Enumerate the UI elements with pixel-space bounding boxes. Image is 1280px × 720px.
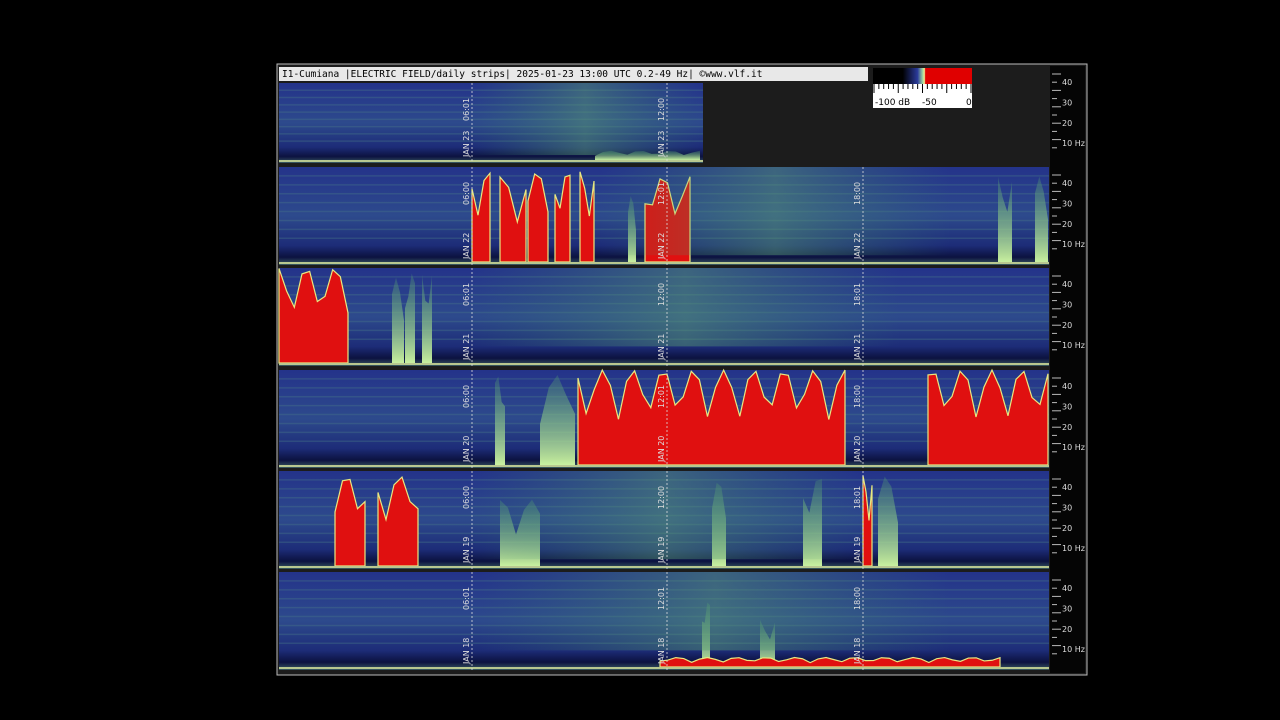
axis-label: 40 bbox=[1062, 483, 1072, 492]
red-burst bbox=[927, 368, 1049, 466]
axis-label: 20 bbox=[1062, 524, 1072, 533]
green-plume bbox=[422, 274, 432, 363]
marker-date: JAN 21 bbox=[853, 334, 862, 361]
axis-label: 10 Hz bbox=[1062, 240, 1085, 249]
axis-label: 40 bbox=[1062, 280, 1072, 289]
marker-time: 06:00 bbox=[462, 385, 471, 408]
glow bbox=[470, 83, 700, 155]
glow bbox=[470, 471, 860, 560]
marker-time: 12:00 bbox=[657, 486, 666, 509]
marker-time: 12:01 bbox=[657, 587, 666, 610]
marker-time: 12:01 bbox=[657, 385, 666, 408]
marker-time: 06:01 bbox=[462, 587, 471, 610]
marker-date: JAN 22 bbox=[462, 233, 471, 260]
red-burst bbox=[577, 368, 846, 466]
axis-label: 30 bbox=[1062, 503, 1072, 512]
marker-date: JAN 20 bbox=[462, 436, 471, 463]
axis-label: 40 bbox=[1062, 584, 1072, 593]
marker-date: JAN 18 bbox=[462, 638, 471, 665]
marker-time: 12:00 bbox=[657, 98, 666, 121]
axis-label: 20 bbox=[1062, 220, 1072, 229]
marker-date: JAN 23 bbox=[462, 131, 471, 158]
axis-label: 10 Hz bbox=[1062, 139, 1085, 148]
green-plume bbox=[392, 277, 404, 363]
axis-column bbox=[1050, 66, 1085, 673]
marker-time: 06:00 bbox=[462, 486, 471, 509]
marker-time: 18:00 bbox=[853, 385, 862, 408]
axis-label: 20 bbox=[1062, 321, 1072, 330]
marker-date: JAN 18 bbox=[853, 638, 862, 665]
marker-time: 18:00 bbox=[853, 587, 862, 610]
colorbar-label: -50 bbox=[922, 98, 937, 108]
axis-label: 10 Hz bbox=[1062, 443, 1085, 452]
marker-time: 12:01 bbox=[657, 182, 666, 205]
axis-label: 10 Hz bbox=[1062, 645, 1085, 654]
axis-label: 30 bbox=[1062, 604, 1072, 613]
axis-label: 10 Hz bbox=[1062, 341, 1085, 350]
red-burst bbox=[377, 475, 419, 567]
green-plume bbox=[540, 375, 575, 465]
axis-label: 20 bbox=[1062, 423, 1072, 432]
marker-time: 06:01 bbox=[462, 283, 471, 306]
title: I1-Cumiana |ELECTRIC FIELD/daily strips|… bbox=[282, 69, 762, 80]
glow bbox=[600, 167, 950, 256]
colorbar-label: -100 dB bbox=[875, 98, 910, 108]
marker-time: 12:00 bbox=[657, 283, 666, 306]
glow bbox=[470, 268, 900, 347]
green-plume bbox=[1035, 176, 1048, 262]
marker-date: JAN 21 bbox=[657, 334, 666, 361]
axis-label: 30 bbox=[1062, 98, 1072, 107]
glow bbox=[480, 572, 950, 651]
marker-time: 06:01 bbox=[462, 98, 471, 121]
marker-time: 18:01 bbox=[853, 486, 862, 509]
axis-label: 30 bbox=[1062, 199, 1072, 208]
axis-label: 40 bbox=[1062, 179, 1072, 188]
green-plume bbox=[998, 176, 1012, 262]
red-burst bbox=[334, 478, 366, 567]
axis-label: 20 bbox=[1062, 119, 1072, 128]
marker-date: JAN 20 bbox=[853, 436, 862, 463]
red-burst bbox=[659, 656, 1001, 668]
marker-date: JAN 22 bbox=[853, 233, 862, 260]
colorbar-label: 0 bbox=[966, 98, 972, 108]
red-burst bbox=[278, 268, 349, 364]
axis-label: 30 bbox=[1062, 300, 1072, 309]
marker-date: JAN 19 bbox=[462, 537, 471, 564]
marker-date: JAN 23 bbox=[657, 131, 666, 158]
axis-label: 20 bbox=[1062, 625, 1072, 634]
green-plume bbox=[405, 273, 415, 363]
axis-label: 30 bbox=[1062, 402, 1072, 411]
marker-date: JAN 19 bbox=[657, 537, 666, 564]
title-bar bbox=[279, 67, 868, 81]
marker-time: 18:00 bbox=[853, 182, 862, 205]
marker-time: 06:00 bbox=[462, 182, 471, 205]
axis-label: 40 bbox=[1062, 78, 1072, 87]
marker-date: JAN 21 bbox=[462, 334, 471, 361]
marker-date: JAN 19 bbox=[853, 537, 862, 564]
marker-date: JAN 22 bbox=[657, 233, 666, 260]
marker-date: JAN 18 bbox=[657, 638, 666, 665]
colorbar bbox=[873, 68, 972, 84]
axis-label: 40 bbox=[1062, 382, 1072, 391]
green-plume bbox=[495, 376, 505, 465]
marker-date: JAN 20 bbox=[657, 436, 666, 463]
axis-label: 10 Hz bbox=[1062, 544, 1085, 553]
marker-time: 18:01 bbox=[853, 283, 862, 306]
green-plume bbox=[878, 476, 898, 566]
